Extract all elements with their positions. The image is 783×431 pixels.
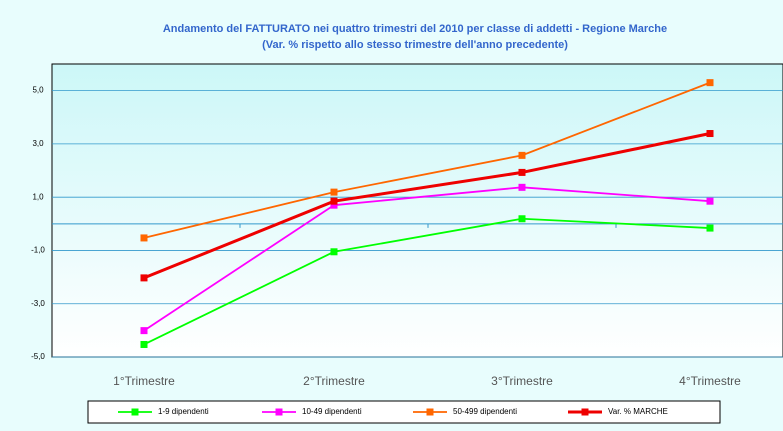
legend-marker bbox=[426, 408, 434, 416]
y-tick-label: -3,0 bbox=[31, 299, 45, 308]
series-line bbox=[143, 186, 711, 332]
y-tick-label: -1,0 bbox=[31, 246, 45, 255]
legend-marker bbox=[275, 408, 283, 416]
y-tick-label: 5,0 bbox=[32, 86, 44, 95]
legend-marker bbox=[131, 408, 139, 416]
point-marker bbox=[330, 188, 338, 196]
point-marker bbox=[706, 197, 714, 205]
legend-label: 10-49 dipendenti bbox=[302, 407, 362, 416]
chart-subtitle: (Var. % rispetto allo stesso trimestre d… bbox=[262, 39, 568, 51]
point-marker bbox=[518, 151, 526, 159]
point-marker bbox=[706, 79, 714, 87]
legend-label: 50-499 dipendenti bbox=[453, 407, 517, 416]
point-marker bbox=[140, 274, 148, 282]
y-tick-label: 3,0 bbox=[32, 139, 44, 148]
series-line bbox=[143, 132, 711, 280]
legend-label: Var. % MARCHE bbox=[608, 407, 668, 416]
legend-label: 1-9 dipendenti bbox=[158, 407, 209, 416]
point-marker bbox=[706, 224, 714, 232]
point-marker bbox=[140, 234, 148, 242]
point-marker bbox=[518, 215, 526, 223]
series-line bbox=[143, 217, 711, 346]
chart-title: Andamento del FATTURATO nei quattro trim… bbox=[163, 23, 667, 35]
x-tick-label: 4°Trimestre bbox=[679, 374, 741, 388]
point-marker bbox=[518, 168, 526, 176]
plot-area bbox=[51, 63, 783, 358]
point-marker bbox=[140, 327, 148, 335]
point-marker bbox=[518, 183, 526, 191]
point-marker bbox=[140, 340, 148, 348]
point-marker bbox=[330, 201, 338, 209]
legend-marker bbox=[581, 408, 589, 416]
x-tick-label: 3°Trimestre bbox=[491, 374, 553, 388]
y-tick-label: 1,0 bbox=[32, 192, 44, 201]
x-tick-label: 2°Trimestre bbox=[303, 374, 365, 388]
series-line bbox=[143, 81, 711, 239]
point-marker bbox=[706, 130, 714, 138]
y-tick-label: -5,0 bbox=[31, 352, 45, 361]
point-marker bbox=[330, 248, 338, 256]
legend-box bbox=[87, 400, 721, 424]
point-marker bbox=[330, 197, 338, 205]
x-tick-label: 1°Trimestre bbox=[113, 374, 175, 388]
